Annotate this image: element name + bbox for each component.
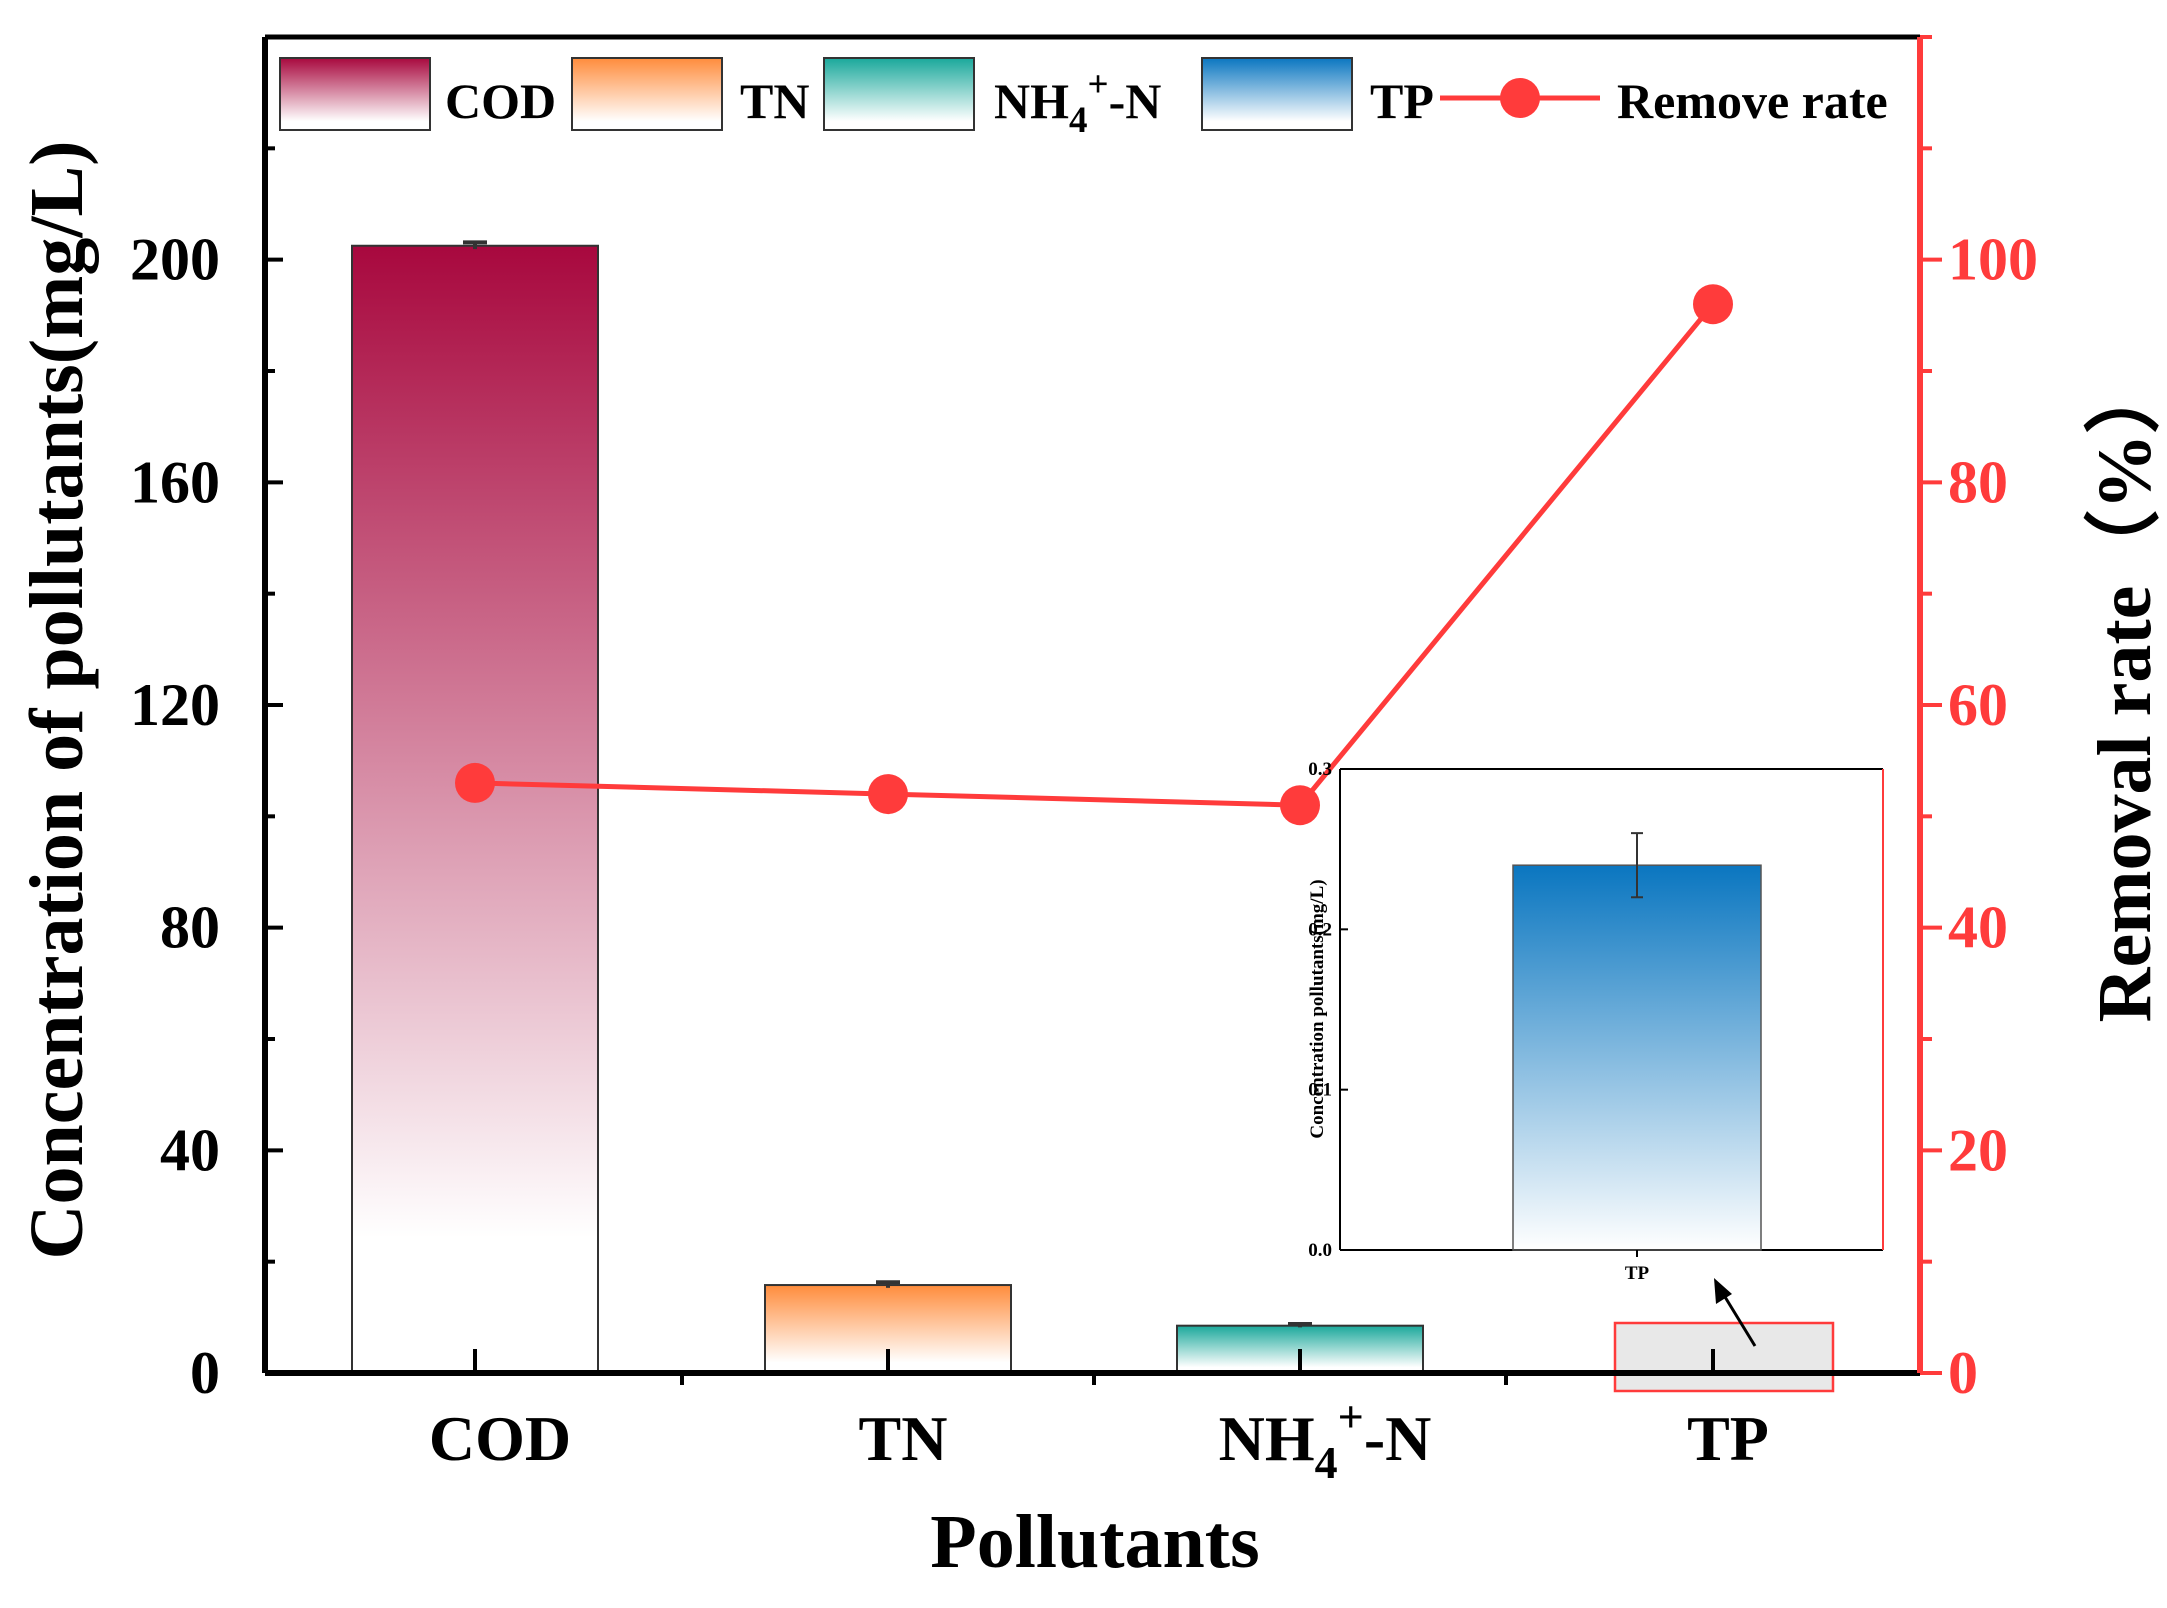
- left-tick-label: 120: [130, 672, 220, 738]
- legend-swatch-COD: [279, 57, 431, 131]
- inset-tick-label: 0.1: [1308, 1080, 1332, 1101]
- legend: COD TN NH4+-N TP Remove rate: [279, 57, 1888, 141]
- right-tick-label: 20: [1948, 1117, 2008, 1183]
- right-tick-label: 100: [1948, 227, 2038, 293]
- inset-y-title: Concentration pollutants(mg/L): [1307, 879, 1328, 1138]
- inset-tick-label: 0.3: [1308, 759, 1332, 780]
- bar-COD: [351, 244, 599, 1374]
- category-label-NH4+-N: NH4+-N: [1219, 1391, 1432, 1488]
- legend-label-TN: TN: [740, 73, 809, 129]
- right-tick-label: 60: [1948, 672, 2008, 738]
- left-tick-label: 200: [130, 227, 220, 293]
- legend-label-remove-rate: Remove rate: [1617, 73, 1888, 129]
- legend-swatch-TN: [571, 57, 723, 131]
- removal-rate-line: [455, 284, 1733, 826]
- removal-rate-point-TP: [1693, 284, 1733, 325]
- removal-rate-polyline: [474, 302, 1715, 808]
- tp-highlight-box: [1613, 1321, 1835, 1393]
- legend-label-COD: COD: [445, 73, 556, 129]
- category-label-COD: COD: [429, 1403, 571, 1474]
- left-tick-label: 40: [160, 1117, 220, 1183]
- y-axis-title-left: Concentration of pollutants(mg/L): [15, 141, 99, 1260]
- category-label-TP: TP: [1687, 1403, 1769, 1474]
- labels-layer: 0 40 80 120 160 200 0 20 40 60 80 100 COD TN NH4+-N TP P…: [15, 141, 2167, 1584]
- inset-tick-label: 0.0: [1308, 1240, 1332, 1261]
- right-tick-label: 80: [1948, 449, 2008, 515]
- inset-arrow-line: [1720, 1291, 1757, 1347]
- legend-label-TP: TP: [1370, 73, 1434, 129]
- legend-swatch-TP: [1201, 57, 1353, 131]
- removal-rate-point-TN: [868, 774, 908, 815]
- legend-label-NH4+-N: NH4+-N: [994, 64, 1161, 141]
- inset-arrow-head: [1714, 1278, 1732, 1304]
- bars-layer: [351, 240, 1837, 1393]
- right-tick-label: 0: [1948, 1340, 1978, 1406]
- inset-chart: 0.0 0.1 0.2 0.3 TP Concentration pollutants(m…: [1307, 759, 1884, 1347]
- left-tick-label: 80: [160, 895, 220, 961]
- left-tick-label: 0: [190, 1340, 220, 1406]
- legend-swatch-NH4+-N: [823, 57, 975, 131]
- inset-tick-label: 0.2: [1308, 919, 1332, 940]
- inset-x-label: TP: [1625, 1263, 1650, 1284]
- removal-rate-point-COD: [455, 762, 495, 803]
- legend-line-marker: [1500, 78, 1540, 118]
- y-axis-title-right: Removal rate（%）: [2083, 358, 2167, 1023]
- right-tick-label: 40: [1948, 895, 2008, 961]
- inset-bar-TP: [1512, 864, 1762, 1251]
- left-tick-label: 160: [130, 449, 220, 515]
- removal-rate-point-NH4+-N: [1280, 785, 1320, 826]
- x-axis-title: Pollutants: [930, 1500, 1259, 1584]
- category-label-TN: TN: [859, 1403, 948, 1474]
- axes-frame: [262, 34, 1942, 1385]
